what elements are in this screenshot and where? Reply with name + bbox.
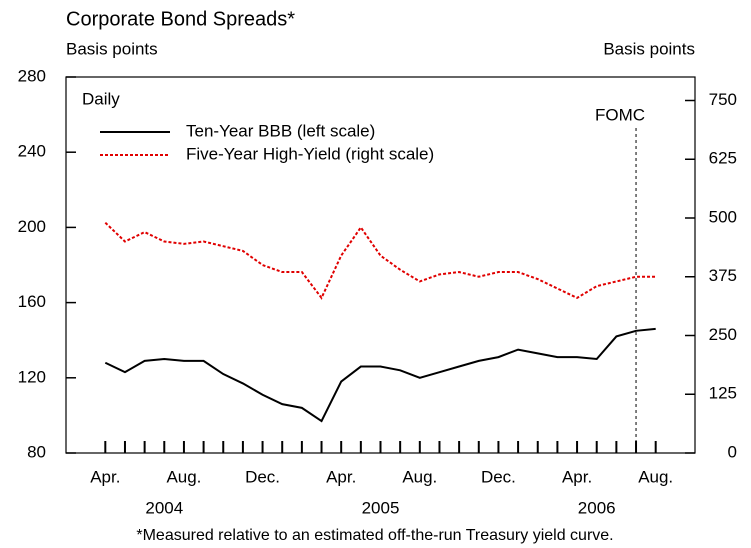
y2-tick-label: 500 — [709, 207, 737, 226]
y-tick-label: 240 — [18, 142, 46, 161]
x-tick-label: Aug. — [402, 467, 437, 486]
plot-frame — [65, 76, 696, 454]
y2-tick-label: 250 — [709, 325, 737, 344]
legend-label: Ten-Year BBB (left scale) — [186, 121, 375, 140]
series-line — [104, 221, 656, 300]
annotation-label: FOMC — [595, 105, 645, 124]
x-tick-label: Dec. — [481, 467, 516, 486]
y-tick-label: 200 — [18, 217, 46, 236]
year-label: 2005 — [362, 498, 400, 517]
y-tick-label: 280 — [18, 66, 46, 85]
chart-title: Corporate Bond Spreads* — [66, 8, 295, 30]
y-tick-label: 160 — [18, 292, 46, 311]
x-tick-label: Dec. — [245, 467, 280, 486]
frequency-label: Daily — [82, 89, 120, 108]
y2-tick-label: 750 — [709, 90, 737, 109]
y-axis-label: Basis points — [66, 39, 158, 58]
x-tick-label: Aug. — [638, 467, 673, 486]
footnote: *Measured relative to an estimated off-t… — [136, 527, 613, 544]
year-label: 2006 — [578, 498, 616, 517]
y-tick-label: 80 — [27, 442, 46, 461]
y2-tick-label: 625 — [709, 149, 737, 168]
y2-tick-label: 375 — [709, 266, 737, 285]
x-tick-label: Apr. — [326, 467, 356, 486]
legend-label: Five-Year High-Yield (right scale) — [186, 144, 434, 163]
x-tick-label: Apr. — [90, 467, 120, 486]
x-tick-label: Apr. — [562, 467, 592, 486]
y-tick-label: 120 — [18, 367, 46, 386]
y2-tick-label: 125 — [709, 384, 737, 403]
x-tick-label: Aug. — [166, 467, 201, 486]
y2-axis-label: Basis points — [603, 39, 695, 58]
series-line — [104, 327, 656, 423]
y2-tick-label: 0 — [728, 442, 737, 461]
year-label: 2004 — [145, 498, 183, 517]
